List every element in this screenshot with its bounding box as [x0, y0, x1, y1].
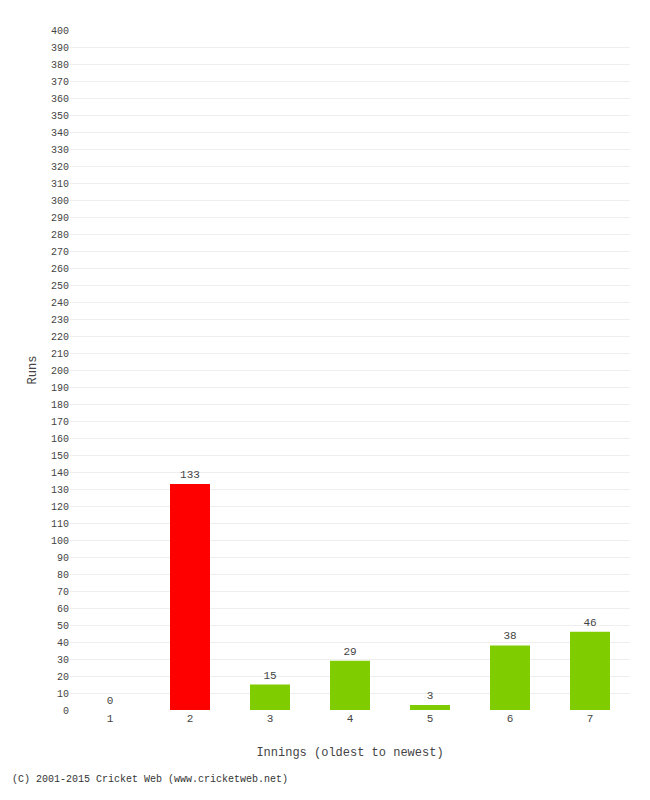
svg-text:260: 260 — [51, 264, 69, 275]
svg-text:Innings (oldest to newest): Innings (oldest to newest) — [256, 746, 443, 760]
svg-text:180: 180 — [51, 400, 69, 411]
svg-text:310: 310 — [51, 179, 69, 190]
svg-text:330: 330 — [51, 145, 69, 156]
svg-text:210: 210 — [51, 349, 69, 360]
svg-text:3: 3 — [267, 713, 274, 725]
svg-text:(C) 2001-2015 Cricket Web (www: (C) 2001-2015 Cricket Web (www.cricketwe… — [12, 774, 288, 785]
svg-text:20: 20 — [57, 672, 69, 683]
svg-text:7: 7 — [587, 713, 594, 725]
svg-text:200: 200 — [51, 366, 69, 377]
svg-text:140: 140 — [51, 468, 69, 479]
svg-text:370: 370 — [51, 77, 69, 88]
svg-text:2: 2 — [187, 713, 194, 725]
svg-text:10: 10 — [57, 689, 69, 700]
svg-text:160: 160 — [51, 434, 69, 445]
svg-text:230: 230 — [51, 315, 69, 326]
svg-text:0: 0 — [107, 695, 114, 707]
svg-text:38: 38 — [503, 630, 516, 642]
svg-text:190: 190 — [51, 383, 69, 394]
svg-text:70: 70 — [57, 587, 69, 598]
svg-text:220: 220 — [51, 332, 69, 343]
svg-text:29: 29 — [343, 646, 356, 658]
svg-text:5: 5 — [427, 713, 434, 725]
svg-text:150: 150 — [51, 451, 69, 462]
svg-text:300: 300 — [51, 196, 69, 207]
svg-text:60: 60 — [57, 604, 69, 615]
svg-text:400: 400 — [51, 26, 69, 37]
svg-text:380: 380 — [51, 60, 69, 71]
svg-text:46: 46 — [583, 617, 596, 629]
svg-text:100: 100 — [51, 536, 69, 547]
svg-text:90: 90 — [57, 553, 69, 564]
svg-text:390: 390 — [51, 43, 69, 54]
svg-text:170: 170 — [51, 417, 69, 428]
svg-text:350: 350 — [51, 111, 69, 122]
svg-text:360: 360 — [51, 94, 69, 105]
svg-text:110: 110 — [51, 519, 69, 530]
svg-text:280: 280 — [51, 230, 69, 241]
svg-text:133: 133 — [180, 469, 200, 481]
svg-text:120: 120 — [51, 502, 69, 513]
svg-text:4: 4 — [347, 713, 354, 725]
svg-text:40: 40 — [57, 638, 69, 649]
svg-text:15: 15 — [263, 670, 276, 682]
svg-text:270: 270 — [51, 247, 69, 258]
svg-text:290: 290 — [51, 213, 69, 224]
svg-text:30: 30 — [57, 655, 69, 666]
svg-text:240: 240 — [51, 298, 69, 309]
svg-text:320: 320 — [51, 162, 69, 173]
svg-text:130: 130 — [51, 485, 69, 496]
svg-text:340: 340 — [51, 128, 69, 139]
svg-text:80: 80 — [57, 570, 69, 581]
svg-text:50: 50 — [57, 621, 69, 632]
svg-text:6: 6 — [507, 713, 514, 725]
svg-text:3: 3 — [427, 690, 434, 702]
svg-text:Runs: Runs — [26, 356, 40, 385]
svg-text:1: 1 — [107, 713, 114, 725]
svg-text:0: 0 — [63, 706, 69, 717]
svg-text:250: 250 — [51, 281, 69, 292]
